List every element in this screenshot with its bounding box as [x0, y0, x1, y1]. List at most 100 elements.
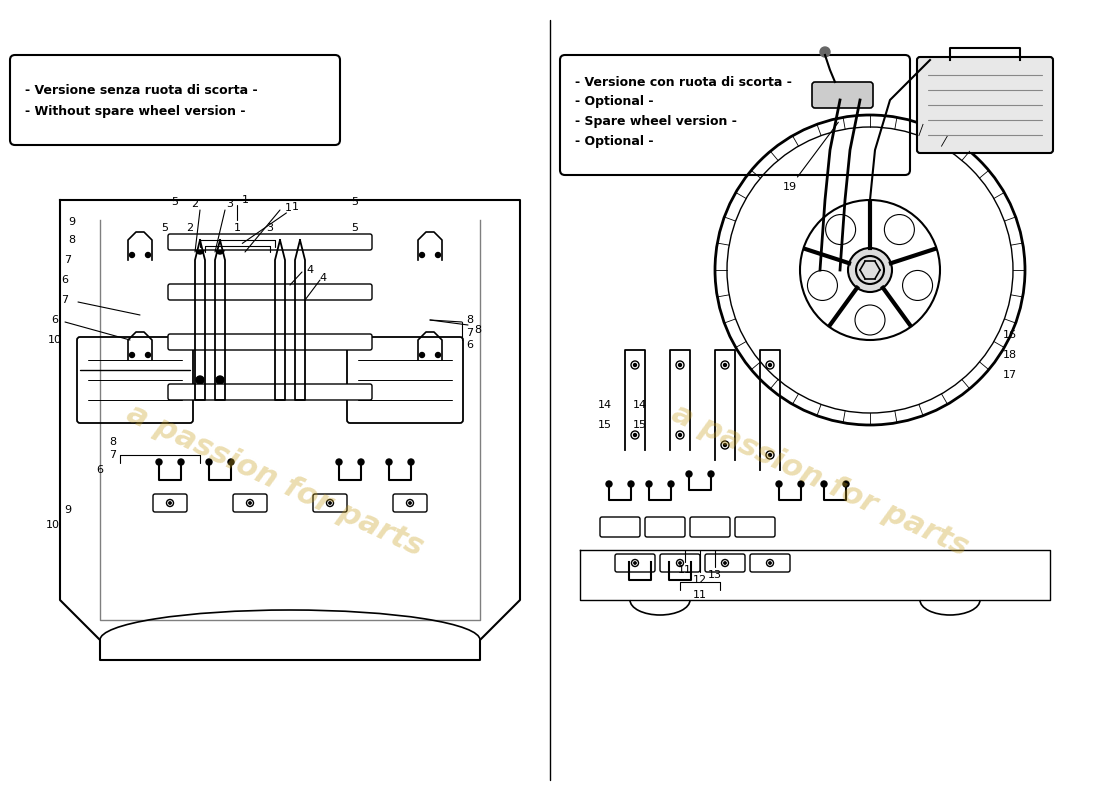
Circle shape: [409, 502, 411, 504]
Circle shape: [228, 459, 234, 465]
Circle shape: [688, 561, 694, 567]
Text: - Optional -: - Optional -: [575, 95, 653, 109]
Text: 9: 9: [68, 217, 76, 227]
Circle shape: [843, 481, 849, 487]
Circle shape: [776, 481, 782, 487]
Circle shape: [848, 248, 892, 292]
Circle shape: [419, 353, 425, 358]
Circle shape: [178, 459, 184, 465]
Circle shape: [646, 481, 652, 487]
Circle shape: [820, 47, 830, 57]
Text: 14: 14: [598, 400, 612, 410]
Text: 7: 7: [62, 295, 68, 305]
Circle shape: [436, 353, 440, 358]
Circle shape: [358, 459, 364, 465]
Circle shape: [419, 253, 425, 258]
Text: - Versione con ruota di scorta -: - Versione con ruota di scorta -: [575, 75, 792, 89]
Circle shape: [724, 562, 726, 564]
Text: 5: 5: [172, 197, 178, 207]
Circle shape: [668, 481, 674, 487]
Text: 11: 11: [678, 565, 692, 575]
Circle shape: [769, 562, 771, 564]
Circle shape: [679, 562, 681, 564]
Text: 1: 1: [242, 195, 249, 205]
Circle shape: [130, 253, 134, 258]
Text: 17: 17: [1003, 370, 1018, 380]
FancyBboxPatch shape: [705, 554, 745, 572]
Circle shape: [648, 561, 654, 567]
Circle shape: [798, 481, 804, 487]
Text: 8: 8: [109, 437, 117, 447]
Circle shape: [168, 502, 172, 504]
Circle shape: [679, 434, 682, 437]
Circle shape: [821, 481, 827, 487]
Circle shape: [634, 434, 637, 437]
Circle shape: [679, 363, 682, 366]
FancyBboxPatch shape: [346, 337, 463, 423]
Text: - Spare wheel version -: - Spare wheel version -: [575, 115, 737, 129]
Text: 2: 2: [186, 223, 194, 233]
Text: 8: 8: [474, 325, 482, 335]
Text: 14: 14: [632, 400, 647, 410]
FancyBboxPatch shape: [690, 517, 730, 537]
FancyBboxPatch shape: [393, 494, 427, 512]
Circle shape: [156, 459, 162, 465]
FancyBboxPatch shape: [600, 517, 640, 537]
Circle shape: [196, 376, 204, 384]
Text: 10: 10: [46, 520, 60, 530]
FancyBboxPatch shape: [168, 334, 372, 350]
Circle shape: [626, 561, 632, 567]
Text: 5: 5: [352, 223, 359, 233]
Circle shape: [329, 502, 331, 504]
Circle shape: [769, 363, 771, 366]
Circle shape: [724, 363, 726, 366]
Text: 11: 11: [693, 590, 707, 600]
Text: 6: 6: [466, 340, 473, 350]
Circle shape: [666, 561, 672, 567]
Circle shape: [145, 353, 151, 358]
Circle shape: [606, 481, 612, 487]
Circle shape: [145, 253, 151, 258]
Circle shape: [686, 471, 692, 477]
FancyBboxPatch shape: [77, 337, 192, 423]
Text: 6: 6: [52, 315, 58, 325]
Circle shape: [708, 471, 714, 477]
Text: 3: 3: [266, 223, 274, 233]
FancyBboxPatch shape: [750, 554, 790, 572]
Text: 3: 3: [227, 199, 233, 209]
Text: - Without spare wheel version -: - Without spare wheel version -: [25, 106, 245, 118]
Text: 6: 6: [62, 275, 68, 285]
Text: a passion for parts: a passion for parts: [122, 398, 428, 562]
Text: 4: 4: [307, 265, 314, 275]
Circle shape: [336, 459, 342, 465]
Text: - Optional -: - Optional -: [575, 135, 653, 149]
FancyBboxPatch shape: [615, 554, 654, 572]
Circle shape: [130, 353, 134, 358]
Text: 15: 15: [598, 420, 612, 430]
Text: 7: 7: [65, 255, 72, 265]
Circle shape: [634, 363, 637, 366]
Text: 7: 7: [109, 450, 117, 460]
Text: 18: 18: [1003, 350, 1018, 360]
FancyBboxPatch shape: [168, 284, 372, 300]
Circle shape: [216, 246, 224, 254]
FancyBboxPatch shape: [812, 82, 873, 108]
Circle shape: [628, 481, 634, 487]
Text: - Versione senza ruota di scorta -: - Versione senza ruota di scorta -: [25, 83, 257, 97]
FancyBboxPatch shape: [917, 57, 1053, 153]
Text: a passion for parts: a passion for parts: [667, 398, 972, 562]
Text: 16: 16: [1003, 330, 1018, 340]
Circle shape: [436, 253, 440, 258]
FancyBboxPatch shape: [168, 234, 372, 250]
Text: 10: 10: [48, 335, 62, 345]
FancyBboxPatch shape: [153, 494, 187, 512]
FancyBboxPatch shape: [560, 55, 910, 175]
Text: 9: 9: [65, 505, 72, 515]
Text: 2: 2: [191, 199, 199, 209]
FancyBboxPatch shape: [314, 494, 346, 512]
Text: 8: 8: [68, 235, 76, 245]
Text: 15: 15: [632, 420, 647, 430]
FancyBboxPatch shape: [233, 494, 267, 512]
Text: 4: 4: [319, 273, 327, 283]
Text: 8: 8: [466, 315, 474, 325]
